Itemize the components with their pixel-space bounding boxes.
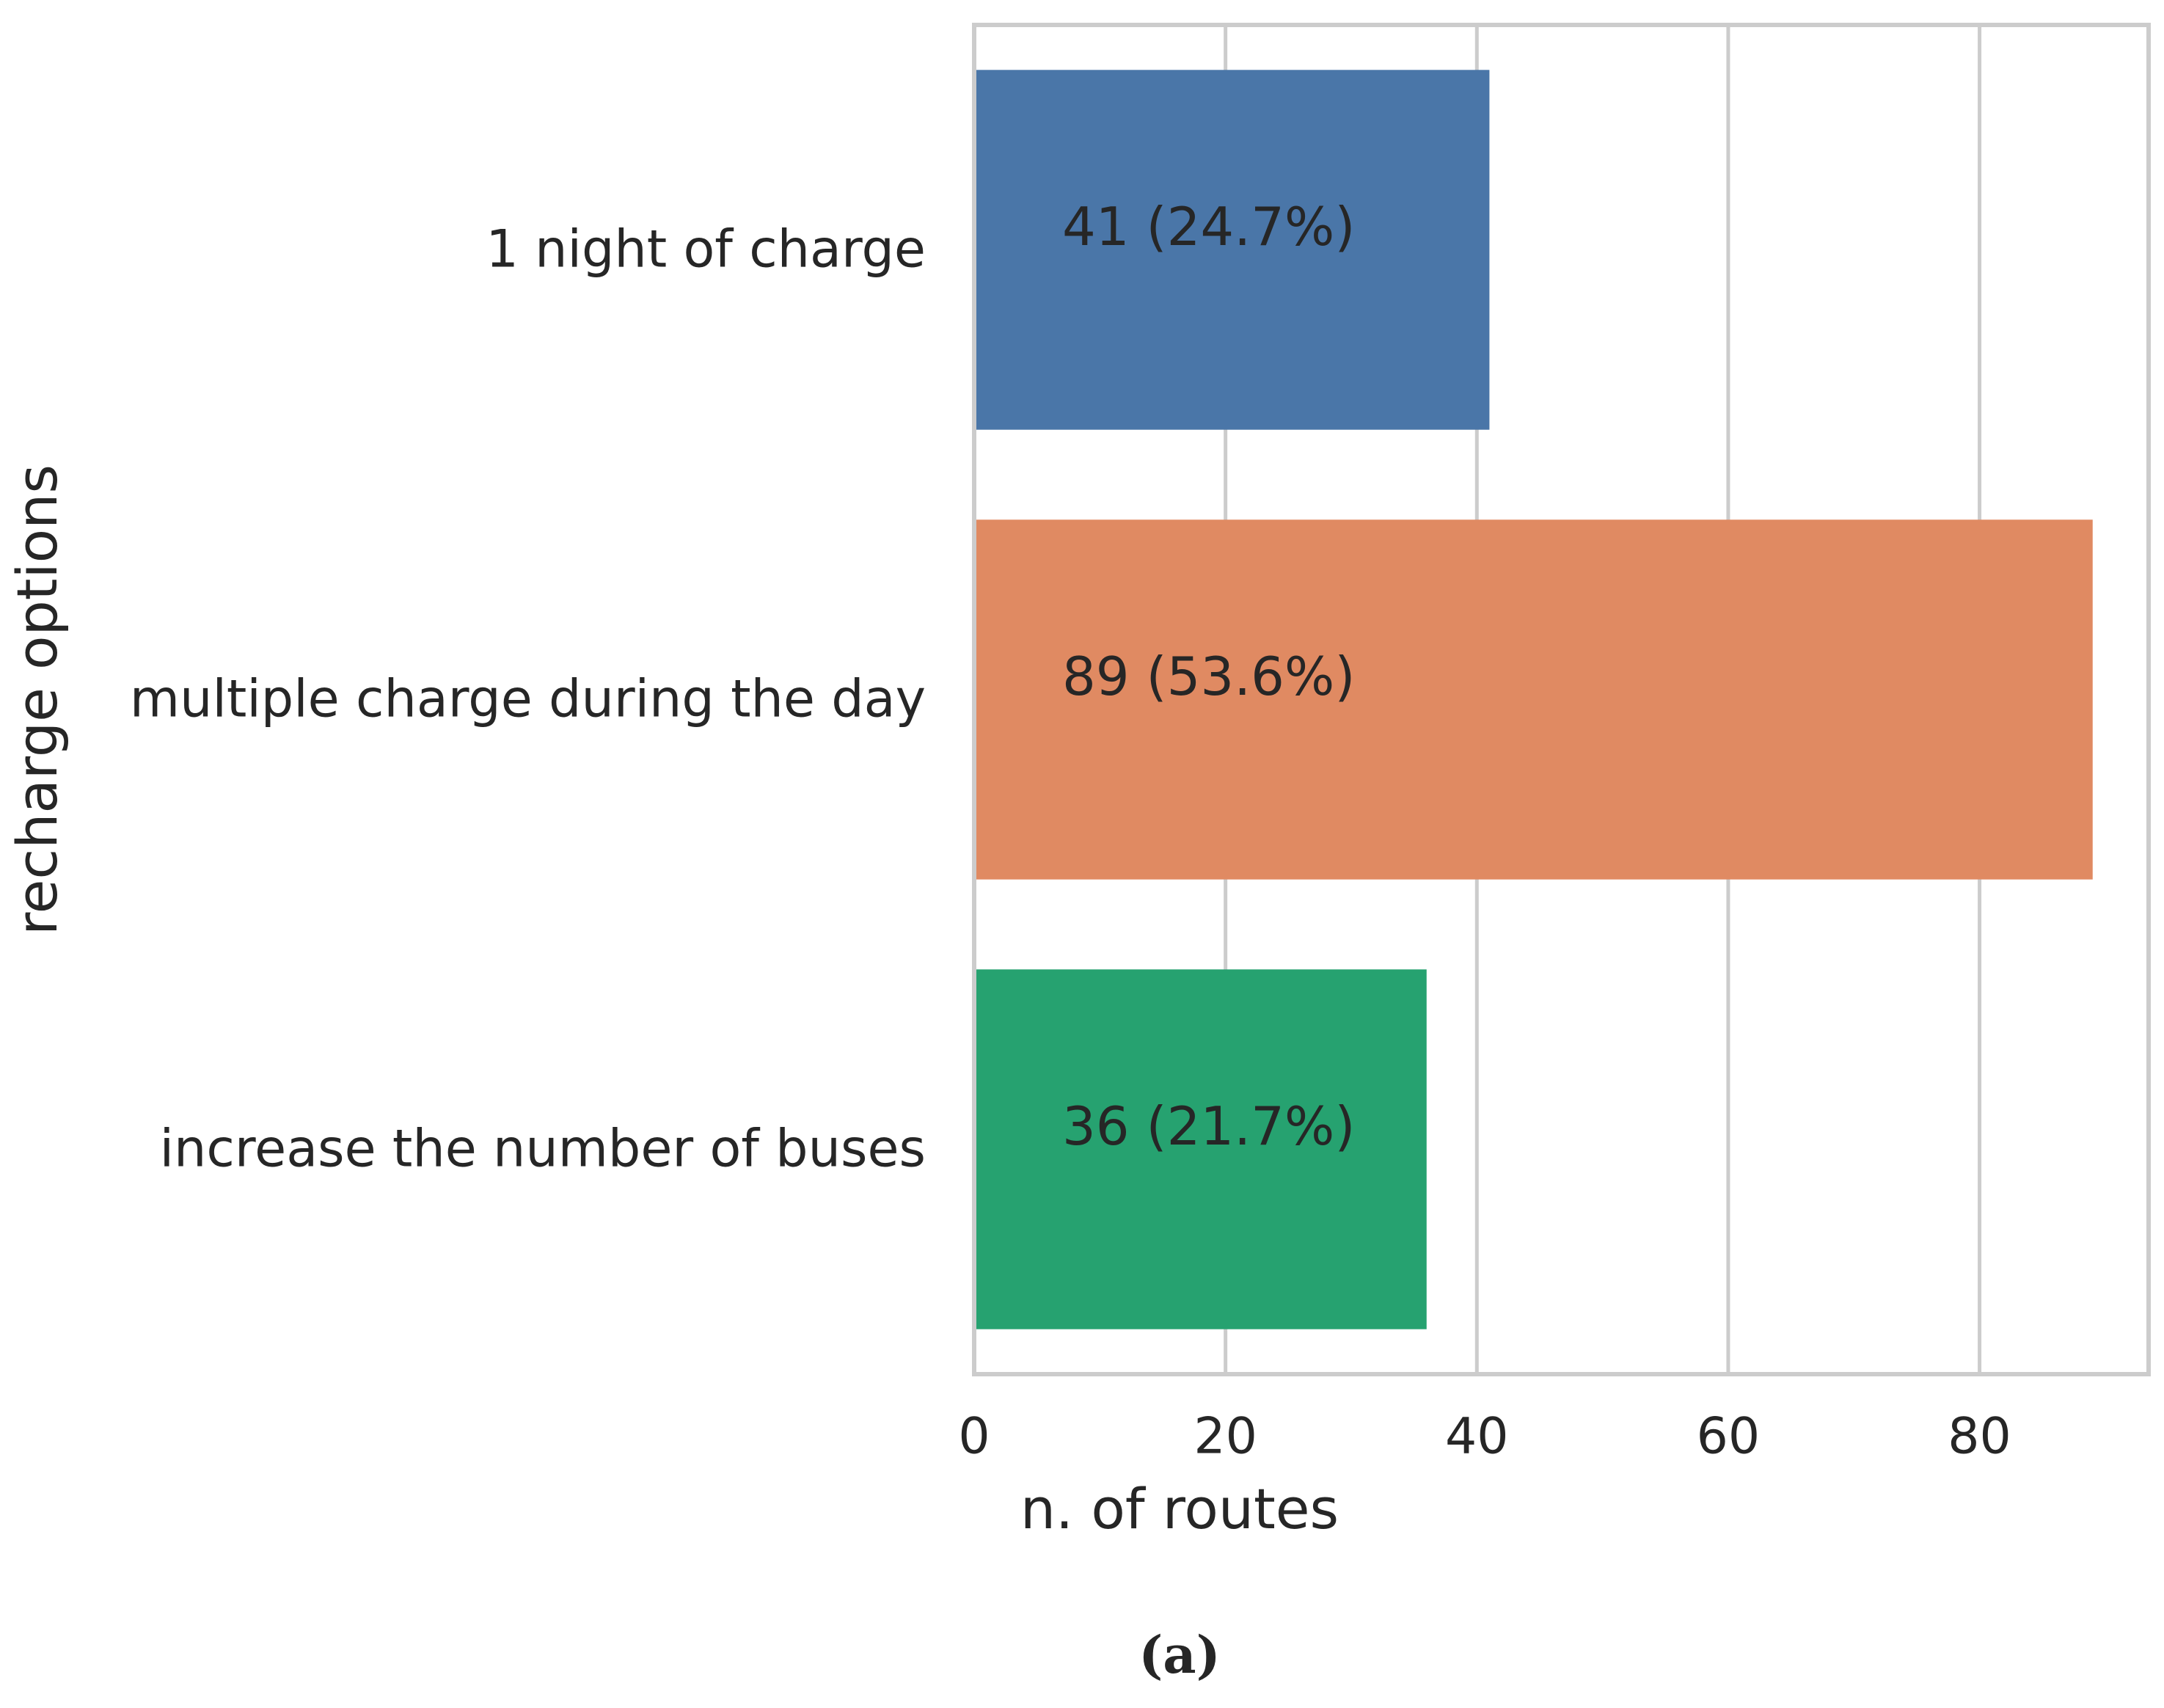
bar bbox=[974, 70, 1490, 430]
caption: (a) bbox=[1138, 1624, 1221, 1685]
y-axis-label: recharge options bbox=[4, 464, 70, 935]
y-tick-label: multiple charge during the day bbox=[130, 669, 926, 729]
data-label: 89 (53.6%) bbox=[1062, 646, 1355, 707]
x-tick-label: 60 bbox=[1697, 1408, 1761, 1466]
data-label: 36 (21.7%) bbox=[1062, 1095, 1355, 1157]
y-tick-label: 1 night of charge bbox=[486, 219, 926, 280]
data-label: 41 (24.7%) bbox=[1062, 196, 1355, 258]
x-axis-label: n. of routes bbox=[1020, 1476, 1339, 1541]
bar bbox=[974, 969, 1427, 1329]
x-tick-label: 0 bbox=[958, 1408, 990, 1466]
plot-frame bbox=[972, 23, 2151, 1376]
x-tick-label: 20 bbox=[1194, 1408, 1257, 1466]
x-tick-label: 80 bbox=[1948, 1408, 2011, 1466]
x-tick-label: 40 bbox=[1445, 1408, 1509, 1466]
y-tick-label: increase the number of buses bbox=[160, 1119, 926, 1179]
bar bbox=[974, 519, 2093, 880]
